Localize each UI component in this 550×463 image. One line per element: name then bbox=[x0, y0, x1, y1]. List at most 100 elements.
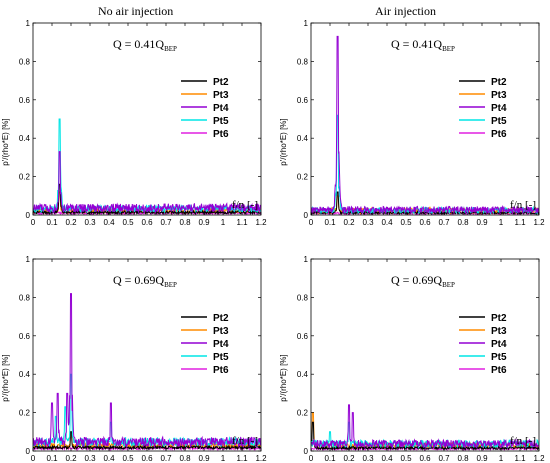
x-tick-label: 1.1 bbox=[514, 454, 526, 463]
flow-annotation-subscript: BEP bbox=[164, 281, 177, 289]
y-tick-label: 0.6 bbox=[297, 332, 309, 341]
legend-label-pt5: Pt5 bbox=[491, 352, 507, 363]
x-tick-label: 0.7 bbox=[438, 454, 450, 463]
x-tick-label: 0.6 bbox=[419, 218, 431, 227]
x-tick-label: 1.1 bbox=[514, 218, 526, 227]
legend-label-pt4: Pt4 bbox=[213, 339, 229, 350]
y-tick-label: 0.6 bbox=[19, 96, 31, 105]
x-tick-label: 1 bbox=[499, 218, 504, 227]
legend-label-pt3: Pt3 bbox=[491, 90, 507, 101]
x-tick-label: 0.2 bbox=[65, 218, 77, 227]
y-tick-label: 1 bbox=[304, 19, 309, 28]
x-tick-label: 0.5 bbox=[122, 454, 134, 463]
series-line-pt4 bbox=[33, 293, 261, 449]
y-tick-label: 0.8 bbox=[297, 57, 309, 66]
x-tick-label: 0.4 bbox=[103, 454, 115, 463]
x-tick-label: 0.1 bbox=[324, 218, 336, 227]
column-title-no-air: No air injection bbox=[98, 4, 174, 18]
x-tick-label: 1.1 bbox=[236, 218, 248, 227]
x-tick-label: 1 bbox=[221, 454, 226, 463]
x-tick-label: 0.3 bbox=[362, 454, 374, 463]
y-tick-label: 0.6 bbox=[297, 96, 309, 105]
x-tick-label: 1.2 bbox=[255, 218, 267, 227]
y-tick-label: 1 bbox=[26, 255, 31, 264]
legend-label-pt4: Pt4 bbox=[491, 103, 507, 114]
x-tick-label: 1 bbox=[221, 218, 226, 227]
x-tick-label: 1.2 bbox=[533, 218, 545, 227]
x-tick-label: 0.2 bbox=[343, 218, 355, 227]
x-tick-label: 1 bbox=[499, 454, 504, 463]
x-tick-label: 0.6 bbox=[141, 218, 153, 227]
x-tick-label: 0 bbox=[309, 454, 314, 463]
x-tick-label: 0.1 bbox=[46, 218, 58, 227]
y-tick-label: 0 bbox=[304, 447, 309, 456]
x-tick-label: 0.6 bbox=[141, 454, 153, 463]
legend-label-pt6: Pt6 bbox=[213, 129, 229, 140]
x-tick-label: 0.9 bbox=[198, 454, 210, 463]
x-tick-label: 0.8 bbox=[179, 454, 191, 463]
x-tick-label: 1.1 bbox=[236, 454, 248, 463]
chart-panel-top-right: 0 0.1 0.2 0.3 0.4 0.5 0.6 0.7 0.8 0.9 1 1.1 1.2 0 0.2 0… bbox=[279, 19, 545, 227]
x-tick-label: 1.2 bbox=[255, 454, 267, 463]
legend-label-pt2: Pt2 bbox=[213, 77, 229, 88]
y-tick-label: 0.8 bbox=[297, 293, 309, 302]
y-tick-label: 0.6 bbox=[19, 332, 31, 341]
x-tick-label: 0.4 bbox=[381, 454, 393, 463]
y-tick-label: 0.2 bbox=[297, 409, 309, 418]
x-tick-label: 0.3 bbox=[362, 218, 374, 227]
series-line-pt5 bbox=[311, 421, 539, 450]
legend-label-pt3: Pt3 bbox=[213, 326, 229, 337]
y-tick-label: 0.2 bbox=[19, 173, 31, 182]
y-axis-label: p'/(rho*E) [%] bbox=[279, 354, 288, 401]
x-axis-label: f/n [-] bbox=[232, 199, 258, 211]
y-tick-label: 0.4 bbox=[19, 370, 31, 379]
series-line-pt5 bbox=[33, 373, 261, 448]
flow-annotation: Q = 0.69QBEP bbox=[113, 273, 177, 289]
x-tick-label: 0.7 bbox=[160, 218, 172, 227]
y-tick-label: 0 bbox=[304, 211, 309, 220]
flow-annotation: Q = 0.69QBEP bbox=[391, 273, 455, 289]
flow-annotation: Q = 0.41QBEP bbox=[391, 37, 455, 53]
y-tick-label: 0.8 bbox=[19, 57, 31, 66]
x-tick-label: 0 bbox=[31, 218, 36, 227]
y-axis-label: p'/(rho*E) [%] bbox=[1, 118, 10, 165]
legend-label-pt6: Pt6 bbox=[213, 365, 229, 376]
flow-annotation: Q = 0.41QBEP bbox=[113, 37, 177, 53]
x-tick-label: 0.1 bbox=[324, 454, 336, 463]
chart-panel-bottom-right: 0 0.1 0.2 0.3 0.4 0.5 0.6 0.7 0.8 0.9 1 1.1 1.2 0 0.2 0… bbox=[279, 255, 545, 463]
y-tick-label: 0.4 bbox=[297, 370, 309, 379]
series-group bbox=[311, 404, 539, 451]
legend-label-pt3: Pt3 bbox=[491, 326, 507, 337]
x-tick-label: 0.2 bbox=[65, 454, 77, 463]
x-tick-label: 1.2 bbox=[533, 454, 545, 463]
column-title-air: Air injection bbox=[375, 4, 436, 18]
y-tick-label: 0 bbox=[26, 211, 31, 220]
x-tick-label: 0.9 bbox=[198, 218, 210, 227]
x-tick-label: 0 bbox=[31, 454, 36, 463]
legend-label-pt3: Pt3 bbox=[213, 90, 229, 101]
x-axis-label: f/n [-] bbox=[510, 435, 536, 447]
legend-label-pt5: Pt5 bbox=[213, 116, 229, 127]
legend-label-pt6: Pt6 bbox=[491, 129, 507, 140]
series-line-pt4 bbox=[311, 404, 539, 450]
x-tick-label: 0.8 bbox=[457, 218, 469, 227]
x-tick-label: 0.6 bbox=[419, 454, 431, 463]
y-tick-label: 0.4 bbox=[19, 134, 31, 143]
x-tick-label: 0.4 bbox=[103, 218, 115, 227]
y-tick-label: 1 bbox=[26, 19, 31, 28]
x-tick-label: 0.5 bbox=[400, 218, 412, 227]
flow-annotation-subscript: BEP bbox=[164, 45, 177, 53]
x-tick-label: 0 bbox=[309, 218, 314, 227]
chart-panel-bottom-left: 0 0.1 0.2 0.3 0.4 0.5 0.6 0.7 0.8 0.9 1 1.1 1.2 0 0.2 0… bbox=[1, 255, 267, 463]
x-tick-label: 0.4 bbox=[381, 218, 393, 227]
y-tick-label: 0.4 bbox=[297, 134, 309, 143]
x-axis-label: f/n [-] bbox=[510, 199, 536, 211]
x-tick-label: 0.8 bbox=[179, 218, 191, 227]
legend-label-pt4: Pt4 bbox=[491, 339, 507, 350]
legend-label-pt5: Pt5 bbox=[213, 352, 229, 363]
legend-label-pt2: Pt2 bbox=[213, 313, 229, 324]
x-tick-label: 0.3 bbox=[84, 218, 96, 227]
legend-label-pt2: Pt2 bbox=[491, 313, 507, 324]
x-tick-label: 0.3 bbox=[84, 454, 96, 463]
